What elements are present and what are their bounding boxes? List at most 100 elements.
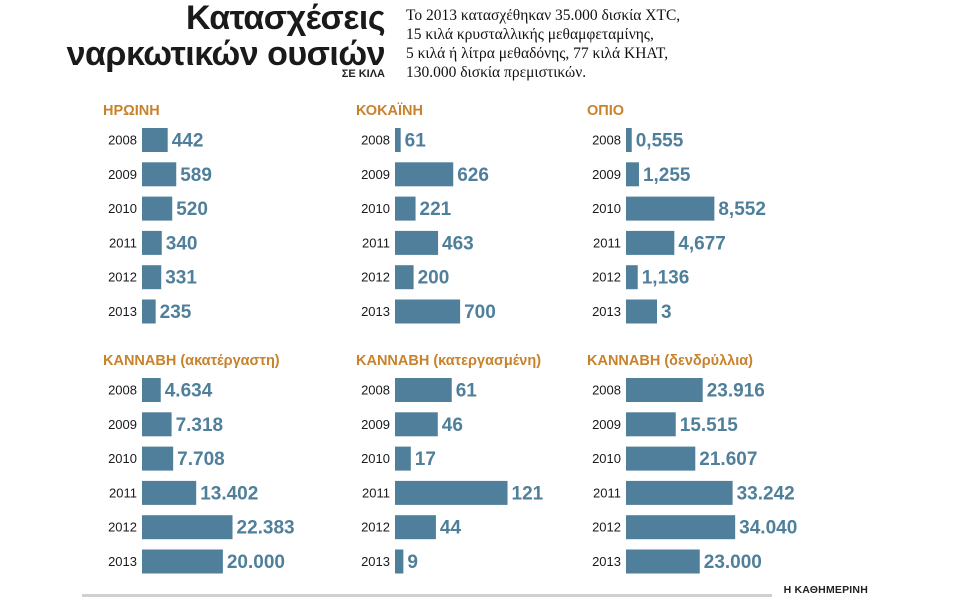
bar	[626, 162, 639, 187]
year-label: 2012	[361, 520, 390, 535]
note-line: Το 2013 κατασχέθηκαν 35.000 δισκία ΧΤC,	[406, 7, 681, 24]
year-label: 2008	[361, 133, 390, 148]
bar	[626, 265, 638, 290]
credit: Η ΚΑΘΗΜΕΡΙΝΗ	[783, 584, 868, 596]
year-label: 2011	[593, 235, 621, 250]
value-label: 235	[160, 302, 192, 323]
bar	[626, 412, 676, 437]
value-label: 61	[405, 131, 427, 152]
title-line-1: Κατασχέσεις	[186, 0, 386, 37]
panel-cannabis-plants-chart: 2008 23.916 2009 15.515 2010 21.607 2011 33.242…	[592, 378, 797, 574]
bar	[142, 230, 162, 255]
bar	[395, 162, 454, 187]
bar	[626, 446, 696, 471]
year-label: 2013	[592, 554, 621, 569]
bar	[395, 378, 452, 402]
panel-title: ΟΠΙΟ	[587, 103, 625, 119]
unit-label: ΣΕ ΚΙΛΑ	[341, 68, 385, 80]
year-label: 2009	[592, 417, 621, 432]
year-label: 2009	[361, 167, 390, 182]
year-label: 2013	[108, 554, 137, 569]
year-label: 2011	[362, 485, 390, 500]
panel-cannabis-processed: ΚΑΝΝΑΒΗ (κατεργασμένη) 2008 61 2009 46 2010 1…	[356, 353, 581, 588]
value-label: 20.000	[227, 552, 285, 573]
year-label: 2013	[361, 554, 390, 569]
year-label: 2012	[592, 520, 621, 535]
year-label: 2013	[592, 304, 621, 319]
year-label: 2011	[593, 485, 621, 500]
bar	[395, 446, 411, 471]
bar	[142, 549, 223, 574]
bar	[142, 412, 172, 437]
title-line-2: ναρκωτικών ουσιών	[66, 35, 386, 73]
bar	[395, 515, 436, 540]
bar	[626, 549, 700, 574]
panel-title: ΚΑΝΝΑΒΗ (ακατέργαστη)	[103, 353, 280, 369]
panel-heroin: ΗΡΩΙΝΗ 2008 442 2009 589 2010 520 2011 340 2012 3…	[103, 103, 328, 338]
footer-rule	[82, 594, 772, 597]
year-label: 2009	[592, 167, 621, 182]
year-label: 2010	[361, 201, 390, 216]
bar	[142, 196, 173, 221]
value-label: 1,136	[642, 268, 690, 289]
panel-cocaine-chart: 2008 61 2009 626 2010 221 2011 463 2012 200 2013 70…	[361, 128, 496, 324]
value-label: 442	[172, 131, 204, 152]
bar	[142, 128, 168, 152]
bar	[395, 480, 508, 505]
bar	[395, 265, 414, 290]
bar	[626, 378, 703, 402]
value-label: 23.916	[707, 381, 765, 402]
panel-cocaine: ΚΟΚΑΪΝΗ 2008 61 2009 626 2010 221 2011 463 2012 2…	[356, 103, 581, 338]
value-label: 7.318	[176, 415, 224, 436]
value-label: 44	[440, 518, 462, 539]
value-label: 200	[418, 268, 450, 289]
panel-cannabis-raw-chart: 2008 4.634 2009 7.318 2010 7.708 2011 13.402 201…	[108, 378, 295, 574]
year-label: 2012	[361, 270, 390, 285]
year-label: 2010	[592, 201, 621, 216]
bar	[626, 196, 715, 221]
note-line: 130.000 δισκία πρεμιστικών.	[406, 64, 587, 81]
value-label: 8,552	[718, 199, 766, 220]
year-label: 2008	[361, 383, 390, 398]
value-label: 3	[661, 302, 672, 323]
year-label: 2009	[108, 417, 137, 432]
value-label: 23.000	[704, 552, 762, 573]
panel-cannabis-plants: ΚΑΝΝΑΒΗ (δενδρύλλια) 2008 23.916 2009 15.51…	[587, 353, 812, 588]
panel-title: ΚΑΝΝΑΒΗ (δενδρύλλια)	[587, 353, 753, 369]
value-label: 221	[420, 199, 452, 220]
value-label: 4.634	[165, 381, 213, 402]
value-label: 17	[415, 449, 436, 470]
value-label: 34.040	[739, 518, 797, 539]
bar	[626, 480, 733, 505]
bar	[626, 230, 675, 255]
value-label: 700	[464, 302, 496, 323]
bar	[142, 162, 177, 187]
year-label: 2011	[109, 235, 137, 250]
value-label: 7.708	[177, 449, 225, 470]
bar	[395, 549, 404, 574]
value-label: 626	[457, 165, 489, 186]
year-label: 2010	[592, 451, 621, 466]
value-label: 0,555	[636, 131, 684, 152]
year-label: 2010	[108, 201, 137, 216]
value-label: 46	[442, 415, 463, 436]
year-label: 2008	[592, 133, 621, 148]
panel-title: ΗΡΩΙΝΗ	[103, 103, 160, 119]
bar	[395, 412, 438, 437]
panel-cannabis-processed-chart: 2008 61 2009 46 2010 17 2011 121 2012 44 2013 9	[361, 378, 544, 574]
panel-opium: ΟΠΙΟ 2008 0,555 2009 1,255 2010 8,552 2011 4,67…	[587, 103, 812, 338]
bar	[395, 128, 401, 152]
note-line: 15 κιλά κρυσταλλικής μεθαμφεταμίνης,	[406, 26, 654, 43]
year-label: 2008	[592, 383, 621, 398]
value-label: 13.402	[200, 483, 258, 504]
year-label: 2010	[361, 451, 390, 466]
value-label: 463	[442, 233, 474, 254]
year-label: 2012	[592, 270, 621, 285]
value-label: 520	[176, 199, 208, 220]
note-text: Το 2013 κατασχέθηκαν 35.000 δισκία ΧΤC, …	[406, 6, 826, 82]
value-label: 121	[512, 483, 544, 504]
year-label: 2013	[361, 304, 390, 319]
value-label: 33.242	[737, 483, 795, 504]
year-label: 2011	[362, 235, 390, 250]
bar	[142, 378, 161, 402]
